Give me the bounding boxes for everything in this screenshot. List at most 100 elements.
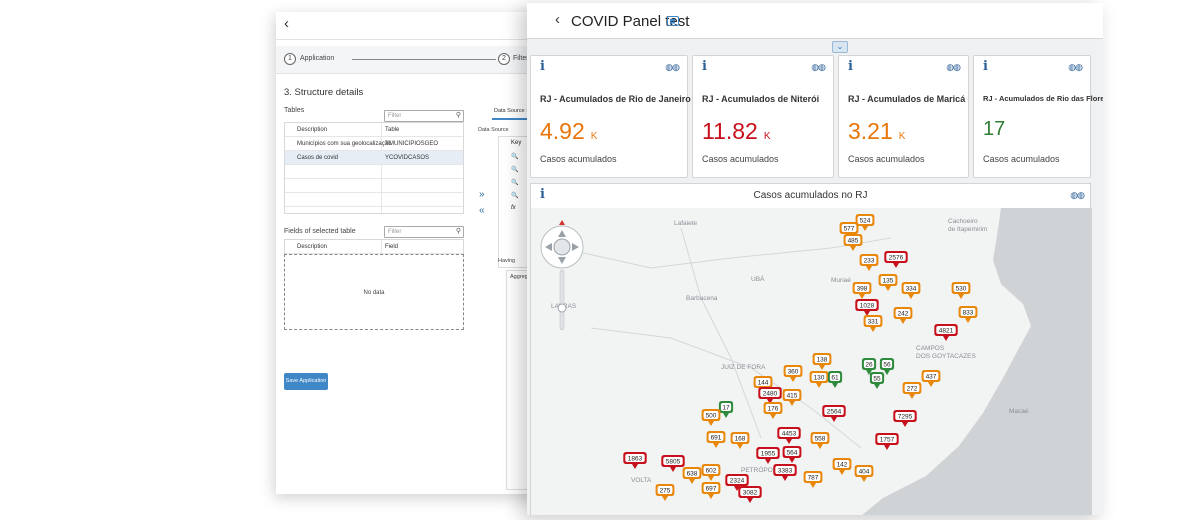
case-marker[interactable]: 2324	[725, 474, 749, 491]
case-marker[interactable]: 4821	[934, 324, 958, 341]
case-marker[interactable]: 1757	[875, 433, 899, 450]
case-marker[interactable]: 5805	[661, 455, 685, 472]
case-marker[interactable]: 3082	[738, 486, 762, 503]
binoculars-icon[interactable]: ◍◍	[1068, 62, 1083, 72]
case-marker[interactable]: 1955	[756, 447, 780, 464]
fields-filter-input[interactable]: Filter ⚲	[384, 226, 464, 238]
case-marker[interactable]: 142	[832, 458, 852, 475]
case-marker[interactable]: 524	[855, 214, 875, 231]
zoom-slider-track[interactable]	[559, 269, 565, 331]
save-application-button[interactable]: Save Application	[284, 373, 328, 390]
case-marker[interactable]: 135	[878, 274, 898, 291]
pan-up-icon[interactable]	[558, 230, 566, 237]
zoom-slider-handle[interactable]	[557, 303, 567, 313]
move-left-button[interactable]: «	[479, 205, 485, 216]
case-marker[interactable]: 360	[783, 365, 803, 382]
case-marker[interactable]: 437	[921, 370, 941, 387]
case-marker[interactable]: 404	[854, 465, 874, 482]
case-marker[interactable]: 144	[753, 376, 773, 393]
case-marker[interactable]: 691	[706, 431, 726, 448]
step-1-label[interactable]: Application	[300, 55, 335, 62]
case-marker[interactable]: 176	[763, 402, 783, 419]
key-icon[interactable]: 🔍	[511, 154, 519, 160]
info-icon[interactable]: i	[702, 59, 707, 74]
case-marker[interactable]: 3383	[773, 464, 797, 481]
case-marker[interactable]: 55	[869, 372, 885, 389]
case-marker[interactable]: 787	[803, 471, 823, 488]
case-marker[interactable]: 2480	[758, 387, 782, 404]
compass-center[interactable]	[553, 238, 571, 256]
map-area[interactable]: Lafaiete Cachoeiro de Itapemirim UBÁ Muriaé B…	[531, 208, 1092, 515]
map-markers[interactable]: 524 577 485 233 2576 135 398 334 1028 242 331 530 83…	[623, 214, 978, 503]
case-marker[interactable]: 1028	[855, 299, 879, 316]
case-marker[interactable]: 2564	[822, 405, 846, 422]
case-marker[interactable]: 61	[827, 371, 843, 388]
pan-left-icon[interactable]	[545, 243, 552, 251]
tables-filter-input[interactable]: Filter ⚲	[384, 110, 464, 122]
case-marker[interactable]: 530	[951, 282, 971, 299]
binoculars-icon[interactable]: ◍◍	[665, 62, 680, 72]
case-marker[interactable]: 334	[901, 282, 921, 299]
case-marker[interactable]: 242	[893, 307, 913, 324]
case-marker[interactable]: 485	[843, 234, 863, 251]
case-marker[interactable]: 2576	[884, 251, 908, 268]
case-marker[interactable]: 233	[859, 254, 879, 271]
kpi-number: 4.92	[540, 118, 585, 144]
kpi-card-niteroi[interactable]: i ◍◍ RJ - Acumulados de Niterói 11.82 K C…	[692, 55, 834, 178]
case-marker[interactable]: 577	[839, 222, 859, 239]
case-marker[interactable]: 56	[879, 358, 895, 375]
function-icon[interactable]: fx	[511, 205, 516, 211]
case-marker[interactable]: 833	[958, 306, 978, 323]
case-marker[interactable]: 331	[863, 315, 883, 332]
info-icon[interactable]: i	[540, 187, 545, 202]
info-icon[interactable]: i	[540, 59, 545, 74]
search-icon[interactable]: ⚲	[455, 228, 461, 235]
case-marker[interactable]: 564	[782, 446, 802, 463]
case-marker[interactable]: 275	[655, 484, 675, 501]
case-marker[interactable]: 17	[718, 401, 734, 418]
step-2-circle[interactable]: 2	[498, 53, 510, 65]
collapse-header-button[interactable]: ⌄	[832, 41, 848, 53]
case-marker[interactable]: 558	[810, 432, 830, 449]
info-icon[interactable]: i	[848, 59, 853, 74]
key-icon[interactable]: 🔍	[511, 193, 519, 199]
key-icon[interactable]: 🔍	[511, 167, 519, 173]
key-icon[interactable]: 🔍	[511, 180, 519, 186]
case-marker[interactable]: 272	[902, 382, 922, 399]
case-marker[interactable]: 138	[812, 353, 832, 370]
case-marker[interactable]: 26	[861, 358, 877, 375]
comment-icon[interactable]	[667, 16, 679, 26]
back-chevron-icon[interactable]: ‹	[555, 11, 560, 28]
case-marker[interactable]: 602	[701, 464, 721, 481]
kpi-card-marica[interactable]: i ◍◍ RJ - Acumulados de Maricá 3.21 K Cas…	[838, 55, 969, 178]
case-marker[interactable]: 130	[809, 371, 829, 388]
case-marker[interactable]: 415	[782, 389, 802, 406]
binoculars-icon[interactable]: ◍◍	[946, 62, 961, 72]
binoculars-icon[interactable]: ◍◍	[1070, 190, 1085, 200]
step-2-label[interactable]: Filters a	[513, 55, 538, 62]
kpi-card-rio-das-flores[interactable]: i ◍◍ RJ - Acumulados de Rio das Flores 1…	[973, 55, 1103, 178]
table-row-selected[interactable]: Casos de covid YCOVIDCASOS	[285, 151, 463, 165]
table-row[interactable]: Municípios com sua geolocalização YMUNIC…	[285, 137, 463, 151]
step-1-circle[interactable]: 1	[284, 53, 296, 65]
pan-down-icon[interactable]	[558, 257, 566, 264]
case-marker[interactable]: 168	[730, 432, 750, 449]
data-source-tab[interactable]: Data Source ×	[492, 108, 548, 120]
case-marker[interactable]: 500	[701, 409, 721, 426]
case-marker[interactable]: 638	[682, 467, 702, 484]
move-right-button[interactable]: »	[479, 189, 485, 200]
search-icon[interactable]: ⚲	[455, 112, 461, 119]
pan-right-icon[interactable]	[572, 243, 579, 251]
case-marker[interactable]: 398	[852, 282, 872, 299]
info-icon[interactable]: i	[983, 59, 988, 74]
marker-value: 485	[848, 238, 859, 245]
case-marker[interactable]: 4453	[777, 427, 801, 444]
kpi-card-rio-de-janeiro[interactable]: i ◍◍ RJ - Acumulados de Rio de Janeiro 4…	[530, 55, 691, 178]
back-chevron-icon[interactable]: ‹	[284, 15, 289, 32]
case-marker[interactable]: 1863	[623, 452, 647, 469]
case-marker[interactable]: 697	[701, 482, 721, 499]
binoculars-icon[interactable]: ◍◍	[811, 62, 826, 72]
case-marker[interactable]: 7295	[893, 410, 917, 427]
map-navigation-control[interactable]	[540, 220, 584, 331]
